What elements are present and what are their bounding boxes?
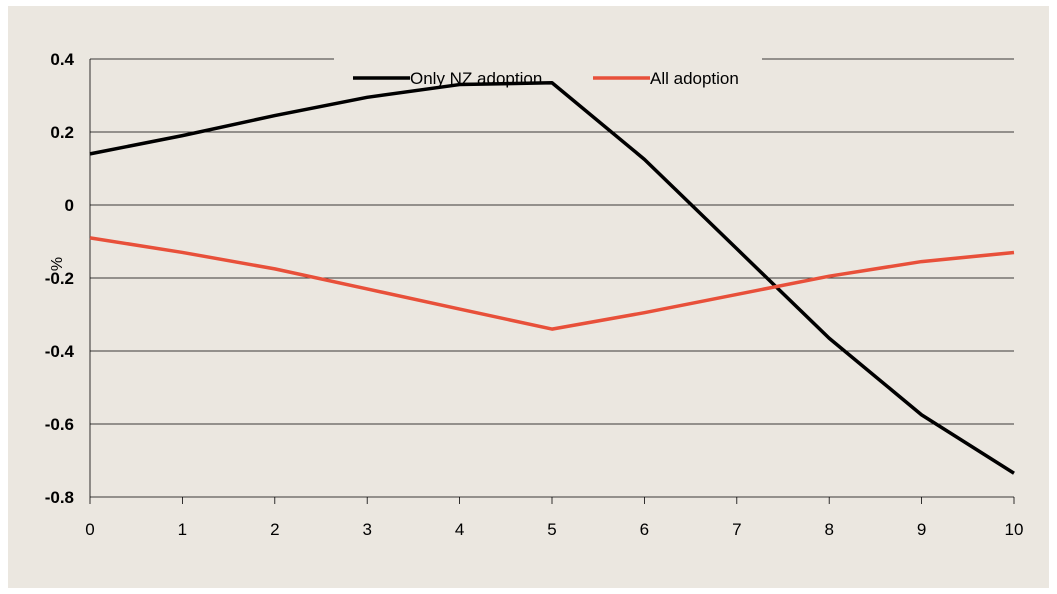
- y-tick-label: -0.4: [45, 342, 75, 361]
- y-tick-labels: 0.4 0.2 0 -0.2 -0.4 -0.6 -0.8: [45, 50, 75, 507]
- y-tick-label: 0.4: [50, 50, 74, 69]
- x-tick-label: 4: [455, 520, 464, 539]
- legend-label-0: Only NZ adoption: [410, 69, 542, 88]
- x-tick-label: 8: [824, 520, 833, 539]
- x-tick-label: 2: [270, 520, 279, 539]
- x-tick-label: 10: [1005, 520, 1024, 539]
- legend-label-1: All adoption: [650, 69, 739, 88]
- legend: Only NZ adoption All adoption: [334, 48, 762, 88]
- series-line-1: [89, 236, 1015, 331]
- x-tick-label: 0: [85, 520, 94, 539]
- y-tick-label: -0.6: [45, 415, 74, 434]
- x-tick-labels: 0 1 2 3 4 5 6 7 8 9 10: [85, 520, 1023, 539]
- series-lines: [89, 80, 1015, 475]
- gridlines: [90, 58, 1014, 498]
- x-tick-label: 9: [917, 520, 926, 539]
- x-tick-label: 7: [732, 520, 741, 539]
- series-line-0: [89, 80, 1015, 475]
- y-tick-label: -0.2: [45, 269, 74, 288]
- x-tick-label: 3: [362, 520, 371, 539]
- y-tick-label: -0.8: [45, 488, 74, 507]
- x-tick-label: 5: [547, 520, 556, 539]
- y-tick-label: 0: [65, 196, 74, 215]
- chart-frame: [8, 6, 1049, 588]
- axes: [89, 59, 1015, 504]
- x-tick-label: 6: [640, 520, 649, 539]
- y-axis-label: %: [49, 257, 66, 271]
- x-tick-label: 1: [178, 520, 187, 539]
- y-tick-label: 0.2: [50, 123, 74, 142]
- legend-box: [334, 48, 762, 74]
